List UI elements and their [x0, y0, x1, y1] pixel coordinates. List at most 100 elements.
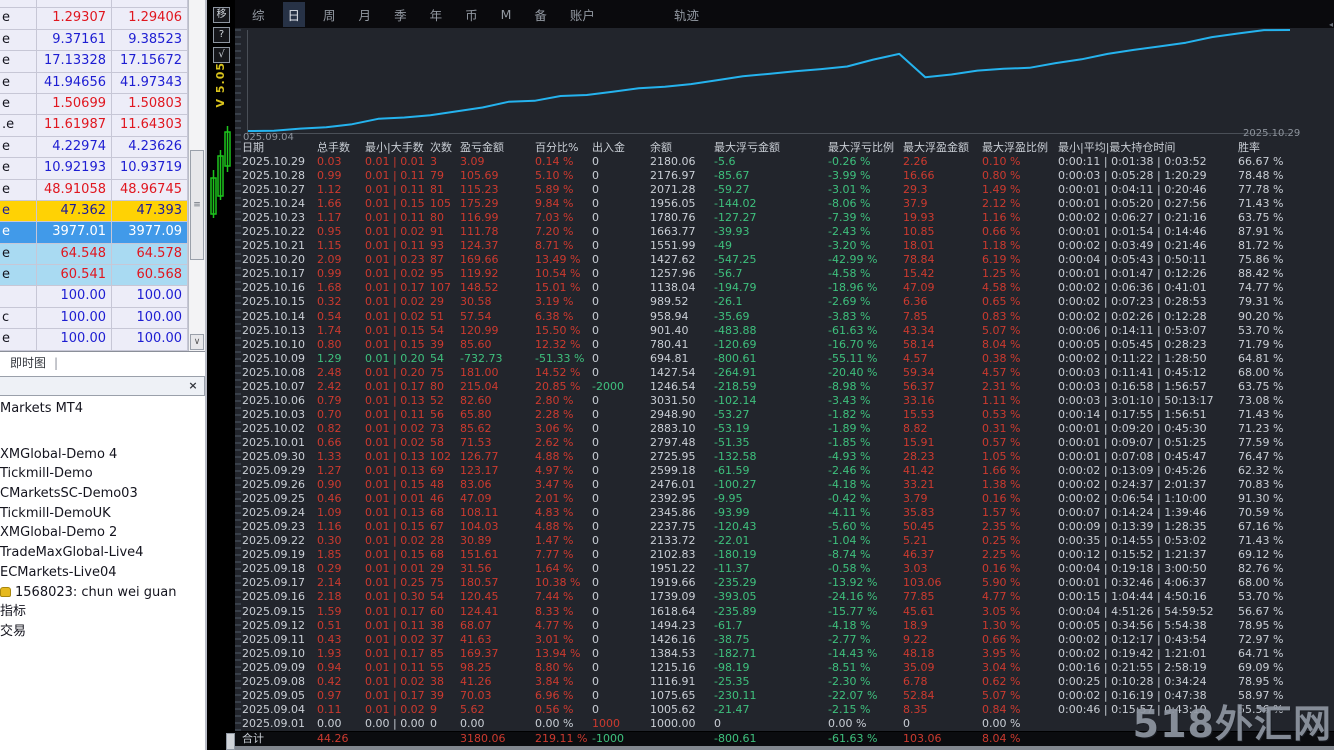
market-watch-row[interactable]: c100.00100.00	[0, 308, 188, 329]
table-row[interactable]: 2025.10.131.740.01 | 0.1554120.9915.50 %…	[235, 324, 1334, 338]
table-row[interactable]: 2025.10.220.950.01 | 0.0291111.787.20 %0…	[235, 225, 1334, 239]
market-watch-row[interactable]: .e11.6198711.64303	[0, 115, 188, 136]
table-row[interactable]: 2025.09.260.900.01 | 0.154883.063.47 %02…	[235, 478, 1334, 492]
menu-item-7[interactable]: 币	[460, 2, 483, 27]
table-row[interactable]: 2025.09.241.090.01 | 0.1368108.114.83 %0…	[235, 506, 1334, 520]
table-row[interactable]: 2025.09.172.140.01 | 0.2575180.5710.38 %…	[235, 576, 1334, 590]
table-row[interactable]: 2025.10.202.090.01 | 0.2387169.6613.49 %…	[235, 253, 1334, 267]
tree-item[interactable]: 1568023: chun wei guan	[0, 583, 205, 603]
market-watch-row[interactable]: 100.00100.00	[0, 286, 188, 307]
table-row[interactable]: 2025.10.161.680.01 | 0.17107148.5215.01 …	[235, 281, 1334, 295]
account-tree-root[interactable]: Markets MT4	[0, 399, 205, 419]
menu-item-5[interactable]: 季	[389, 2, 412, 27]
table-row[interactable]: 2025.09.090.940.01 | 0.115598.258.80 %01…	[235, 661, 1334, 675]
table-row[interactable]: 2025.09.120.510.01 | 0.113868.074.77 %01…	[235, 619, 1334, 633]
table-row[interactable]: 2025.09.250.460.01 | 0.014647.092.01 %02…	[235, 492, 1334, 506]
menu-item-6[interactable]: 年	[425, 2, 448, 27]
table-row[interactable]: 2025.09.220.300.01 | 0.022830.891.47 %02…	[235, 534, 1334, 548]
market-watch-row[interactable]: e3977.013977.09	[0, 222, 188, 243]
tree-item[interactable]: Tickmill-DemoUK	[0, 504, 205, 524]
cell: 2392.95	[643, 492, 707, 506]
market-watch-row[interactable]: e17.1332817.15672	[0, 51, 188, 72]
menu-item-4[interactable]: 月	[354, 2, 377, 27]
table-row[interactable]: 2025.10.140.540.01 | 0.025157.546.38 %09…	[235, 310, 1334, 324]
table-row[interactable]: 2025.09.110.430.01 | 0.023741.633.01 %01…	[235, 633, 1334, 647]
table-row[interactable]: 2025.09.291.270.01 | 0.1369123.174.97 %0…	[235, 464, 1334, 478]
tree-item[interactable]: XMGlobal-Demo 2	[0, 523, 205, 543]
table-row[interactable]: 2025.10.082.480.01 | 0.2075181.0014.52 %…	[235, 366, 1334, 380]
market-watch-row[interactable]: 3.029493.03501	[0, 0, 188, 8]
menu-item-8[interactable]: M	[496, 4, 517, 25]
table-row[interactable]: 2025.10.231.170.01 | 0.1180116.997.03 %0…	[235, 211, 1334, 225]
menu-item-1[interactable]: 综	[247, 2, 270, 27]
market-watch-row[interactable]: e1.506991.50803	[0, 94, 188, 115]
menu-item-2[interactable]: 日	[283, 2, 306, 27]
table-row[interactable]: 2025.10.072.420.01 | 0.1780215.0420.85 %…	[235, 380, 1334, 394]
table-row[interactable]: 2025.09.101.930.01 | 0.1785169.3713.94 %…	[235, 647, 1334, 661]
table-row[interactable]: 2025.10.290.030.01 | 0.0133.090.14 %0218…	[235, 155, 1334, 169]
market-watch-scrollbar[interactable]: ≡ ∨	[188, 0, 205, 351]
menu-item-3[interactable]: 周	[318, 2, 341, 27]
table-row[interactable]: 2025.10.020.820.01 | 0.027385.623.06 %02…	[235, 422, 1334, 436]
table-row[interactable]: 2025.09.080.420.01 | 0.023841.263.84 %01…	[235, 675, 1334, 689]
tab-tick-chart[interactable]: 即时图	[0, 352, 54, 375]
market-watch-row[interactable]: e9.371619.38523	[0, 30, 188, 51]
navigator-titlebar: ×	[0, 376, 205, 396]
cell: 3.01 %	[528, 633, 585, 647]
menu-item-11[interactable]: 轨迹	[669, 2, 704, 27]
market-watch-row[interactable]: e48.9105848.96745	[0, 180, 188, 201]
menu-item-9[interactable]: 备	[529, 2, 552, 27]
menu-item-10[interactable]: 账户	[565, 2, 600, 27]
check-button[interactable]: √	[213, 47, 230, 63]
cell: 65.80	[453, 408, 528, 422]
market-watch-row[interactable]: e47.36247.393	[0, 201, 188, 222]
close-icon[interactable]: ×	[186, 379, 200, 393]
table-row[interactable]: 2025.10.010.660.01 | 0.025871.532.62 %02…	[235, 436, 1334, 450]
scrollbar-down-button[interactable]: ∨	[190, 334, 204, 350]
table-row[interactable]: 2025.10.091.290.01 | 0.2054-732.73-51.33…	[235, 352, 1334, 366]
tree-item[interactable]: TradeMaxGlobal-Live4	[0, 543, 205, 563]
column-header: 出入金	[585, 140, 643, 155]
market-watch-row[interactable]: e60.54160.568	[0, 265, 188, 286]
table-row[interactable]: 2025.10.100.800.01 | 0.153985.6012.32 %0…	[235, 338, 1334, 352]
cell: 0:00:03 | 0:05:28 | 1:20:29	[1051, 169, 1231, 183]
cell: 1005.62	[643, 703, 707, 717]
help-button[interactable]: ?	[213, 27, 230, 43]
table-row[interactable]: 2025.10.280.990.01 | 0.1179105.695.10 %0…	[235, 169, 1334, 183]
tree-item[interactable]: Tickmill-Demo	[0, 464, 205, 484]
table-row[interactable]: 2025.09.231.160.01 | 0.1567104.034.88 %0…	[235, 520, 1334, 534]
tree-item[interactable]: XMGlobal-Demo 4	[0, 445, 205, 465]
cell: 0.01 | 0.02	[358, 436, 423, 450]
scrollbar-thumb[interactable]: ≡	[190, 150, 204, 260]
table-row[interactable]: 2025.09.162.180.01 | 0.3054120.457.44 %0…	[235, 590, 1334, 604]
cell: 1.49 %	[975, 183, 1051, 197]
market-watch-row[interactable]: e64.54864.578	[0, 244, 188, 265]
table-row[interactable]: 2025.10.271.120.01 | 0.1181115.235.89 %0…	[235, 183, 1334, 197]
cell: 0	[585, 267, 643, 281]
market-watch-row[interactable]: e100.00100.00	[0, 329, 188, 350]
table-row[interactable]: 2025.10.150.320.01 | 0.022930.583.19 %09…	[235, 295, 1334, 309]
table-row[interactable]: 2025.09.301.330.01 | 0.13102126.774.88 %…	[235, 450, 1334, 464]
tree-item[interactable]: 指标	[0, 602, 205, 622]
table-row[interactable]: 2025.10.170.990.01 | 0.0295119.9210.54 %…	[235, 267, 1334, 281]
table-row[interactable]: 2025.09.191.850.01 | 0.1568151.617.77 %0…	[235, 548, 1334, 562]
tree-item[interactable]: 交易	[0, 622, 205, 642]
market-watch-row[interactable]: e1.293071.29406	[0, 8, 188, 29]
market-watch-row[interactable]: e10.9219310.93719	[0, 158, 188, 179]
cell: 20.85 %	[528, 380, 585, 394]
market-watch-row[interactable]: e4.229744.23626	[0, 137, 188, 158]
tree-item[interactable]: CMarketsSC-Demo03	[0, 484, 205, 504]
market-watch-row[interactable]: e41.9465641.97343	[0, 73, 188, 94]
tree-item[interactable]: ECMarkets-Live04	[0, 563, 205, 583]
table-row[interactable]: 2025.10.211.150.01 | 0.1193124.378.71 %0…	[235, 239, 1334, 253]
table-row[interactable]: 2025.09.180.290.01 | 0.012931.561.64 %01…	[235, 562, 1334, 576]
table-row[interactable]: 2025.10.241.660.01 | 0.15105175.299.84 %…	[235, 197, 1334, 211]
cell: -0.42 %	[821, 492, 896, 506]
table-row[interactable]: 2025.10.060.790.01 | 0.135282.602.80 %03…	[235, 394, 1334, 408]
cell: 70.83 %	[1231, 478, 1334, 492]
table-row[interactable]: 2025.09.151.590.01 | 0.1760124.418.33 %0…	[235, 605, 1334, 619]
table-row[interactable]: 2025.10.030.700.01 | 0.115665.802.28 %02…	[235, 408, 1334, 422]
chart-scroll-arrow-icon[interactable]: ◂	[1329, 20, 1333, 29]
version-label: V 5.05	[214, 62, 227, 107]
move-tool-button[interactable]: 移	[213, 7, 230, 23]
